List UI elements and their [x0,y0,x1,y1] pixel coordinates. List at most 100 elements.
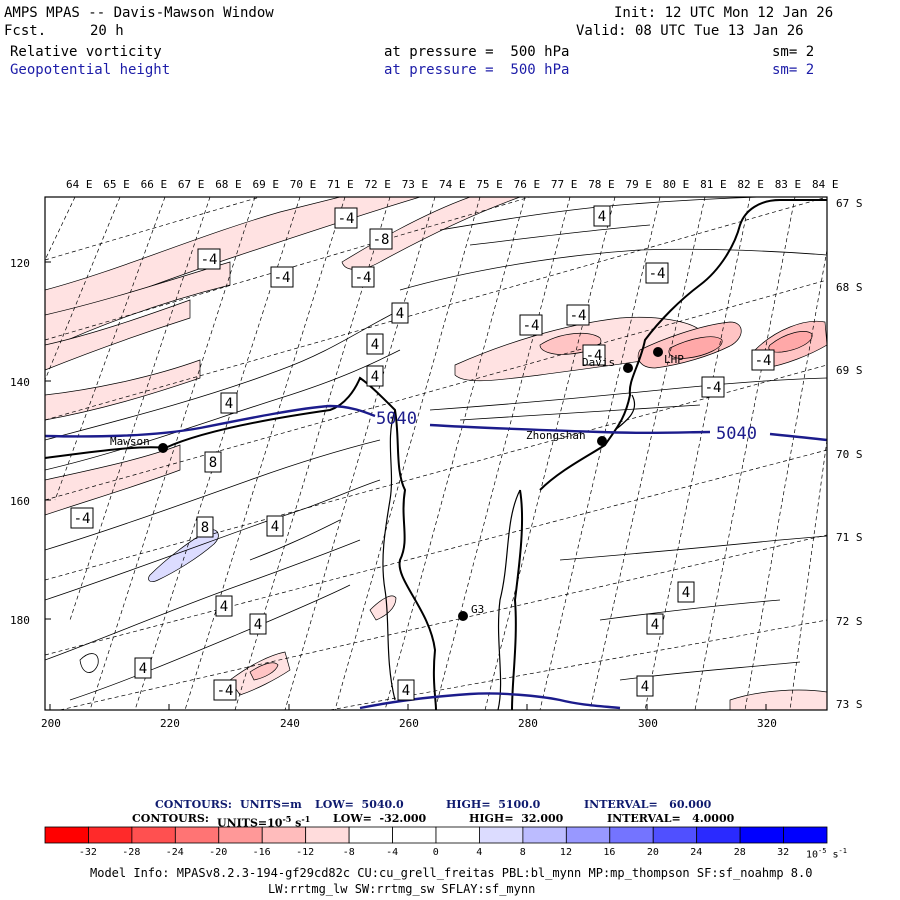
vorticity-label: 8 [209,455,217,471]
vorticity-label-box [270,266,294,288]
vorticity-label: -4 [586,348,603,364]
colorbar-label: 24 [690,847,703,858]
vorticity-label-box [215,595,233,617]
station-label-lhp: LHP [664,353,684,366]
vorticity-label-box [70,507,94,529]
vorticity-label: 8 [201,520,209,536]
longitude-label: 65 E [103,178,130,191]
vorticity-label: -4 [274,270,291,286]
colorbar-swatch [44,826,89,844]
colorbar-swatch [305,826,350,844]
field1-name: Relative vorticity [10,44,162,60]
colorbar-swatch [131,826,176,844]
colorbar-label: -12 [296,847,315,858]
longitude-label: 72 E [364,178,391,191]
legend-line1-contours: CONTOURS: [155,798,232,811]
vorticity-label: 4 [139,661,147,677]
latitude-label: 73 S [836,698,863,711]
longitude-label: 81 E [700,178,727,191]
colorbar-swatch [348,826,393,844]
colorbar-swatch [88,826,133,844]
vorticity-label-box [646,613,664,635]
station-markers [158,347,663,621]
colorbar-swatch [565,826,611,844]
longitude-label: 77 E [550,178,578,191]
colorbar-swatch [479,826,524,844]
colorbar-swatch [783,826,828,844]
valid-time: Valid: 08 UTC Tue 13 Jan 26 [576,23,804,39]
vorticity-label: -4 [649,266,666,282]
vorticity-label-box [369,228,393,250]
latitude-label: 68 S [836,280,863,294]
axis-ticks [45,261,767,710]
vorticity-label-box [636,675,654,697]
colorbar-swatch [392,826,437,844]
colorbar-swatch [609,826,654,844]
field2-level: at pressure = 500 hPa [384,62,570,78]
vorticity-label: 4 [598,209,606,225]
vorticity-label-box [266,515,284,537]
vorticity-label-box [677,581,695,603]
vorticity-label-box [645,262,669,284]
legend-line1-high: HIGH= 5100.0 [446,798,541,811]
init-time: Init: 12 UTC Mon 12 Jan 26 [614,5,834,21]
grid-y-label-120: 120 [10,257,30,270]
vorticity-label: 4 [682,585,690,601]
longitude-label: 74 E [439,178,466,191]
colorbar-label: -16 [252,847,271,858]
station-label-zhongshan: Zhongshan [526,429,586,442]
latitude-label: 72 S [836,614,863,628]
station-label-davis: Davis [582,356,616,369]
colorbar-swatch [522,826,567,844]
vorticity-label: 4 [225,396,233,412]
model-info-line2: LW:rrtmg_lw SW:rrtmg_sw SFLAY:sf_mynn [268,882,536,896]
colorbar-swatch [696,826,741,844]
colorbar-swatch [435,826,480,844]
longitude-label: 71 E [327,178,354,191]
longitude-label: 83 E [774,178,802,191]
colorbar-label: 0 [432,847,439,858]
colorbar-label: -8 [342,847,355,858]
vorticity-label: 4 [641,679,649,695]
vorticity-label-box [566,304,590,326]
vorticity-label-box [701,376,725,398]
vorticity-label-box [366,365,384,387]
vorticity-label: -4 [74,511,91,527]
colorbar-label: -32 [78,847,97,858]
longitude-label: 78 E [588,178,615,191]
legend-line1-low: LOW= 5040.0 [315,798,404,811]
colorbar-label: 32 [777,847,790,858]
vorticity-label-box [366,333,384,355]
vorticity-label: -4 [523,318,540,334]
field2-smoothing: sm= 2 [772,62,815,78]
latitude-label: 71 S [836,531,863,544]
vorticity-label: -4 [355,270,372,286]
colorbar-label: 16 [603,847,616,858]
vorticity-label-box [196,516,214,538]
longitude-label: 69 E [252,178,280,191]
vorticity-label: -4 [338,211,355,227]
vorticity-label-box [751,349,775,371]
legend-line1-interval: INTERVAL= 60.000 [584,798,712,811]
vorticity-label: 4 [371,369,379,385]
colorbar-label: -4 [386,847,399,858]
vorticity-label-box [397,679,415,701]
vorticity-label: -8 [373,232,390,248]
vorticity-label: -4 [755,353,772,369]
grid-x-label-220: 220 [160,717,180,730]
grid-y-label-140: 140 [10,376,30,389]
field1-smoothing: sm= 2 [772,44,815,60]
height-label-west: 5040 [376,409,417,429]
station-label-mawson: Mawson [110,435,150,448]
vorticity-label: 4 [371,337,379,353]
colorbar-label: 12 [559,847,572,858]
grid-x-label-260: 260 [399,717,419,730]
colorbar-unit: 10-5 s-1 [806,847,847,861]
vorticity-label-box [351,266,375,288]
colorbar-swatch [218,826,263,844]
grid-x-label-200: 200 [41,717,61,730]
legend-line2-interval: INTERVAL= 4.0000 [607,812,735,825]
vorticity-label-box [134,657,152,679]
legend-line2-contours: CONTOURS: [132,812,209,825]
